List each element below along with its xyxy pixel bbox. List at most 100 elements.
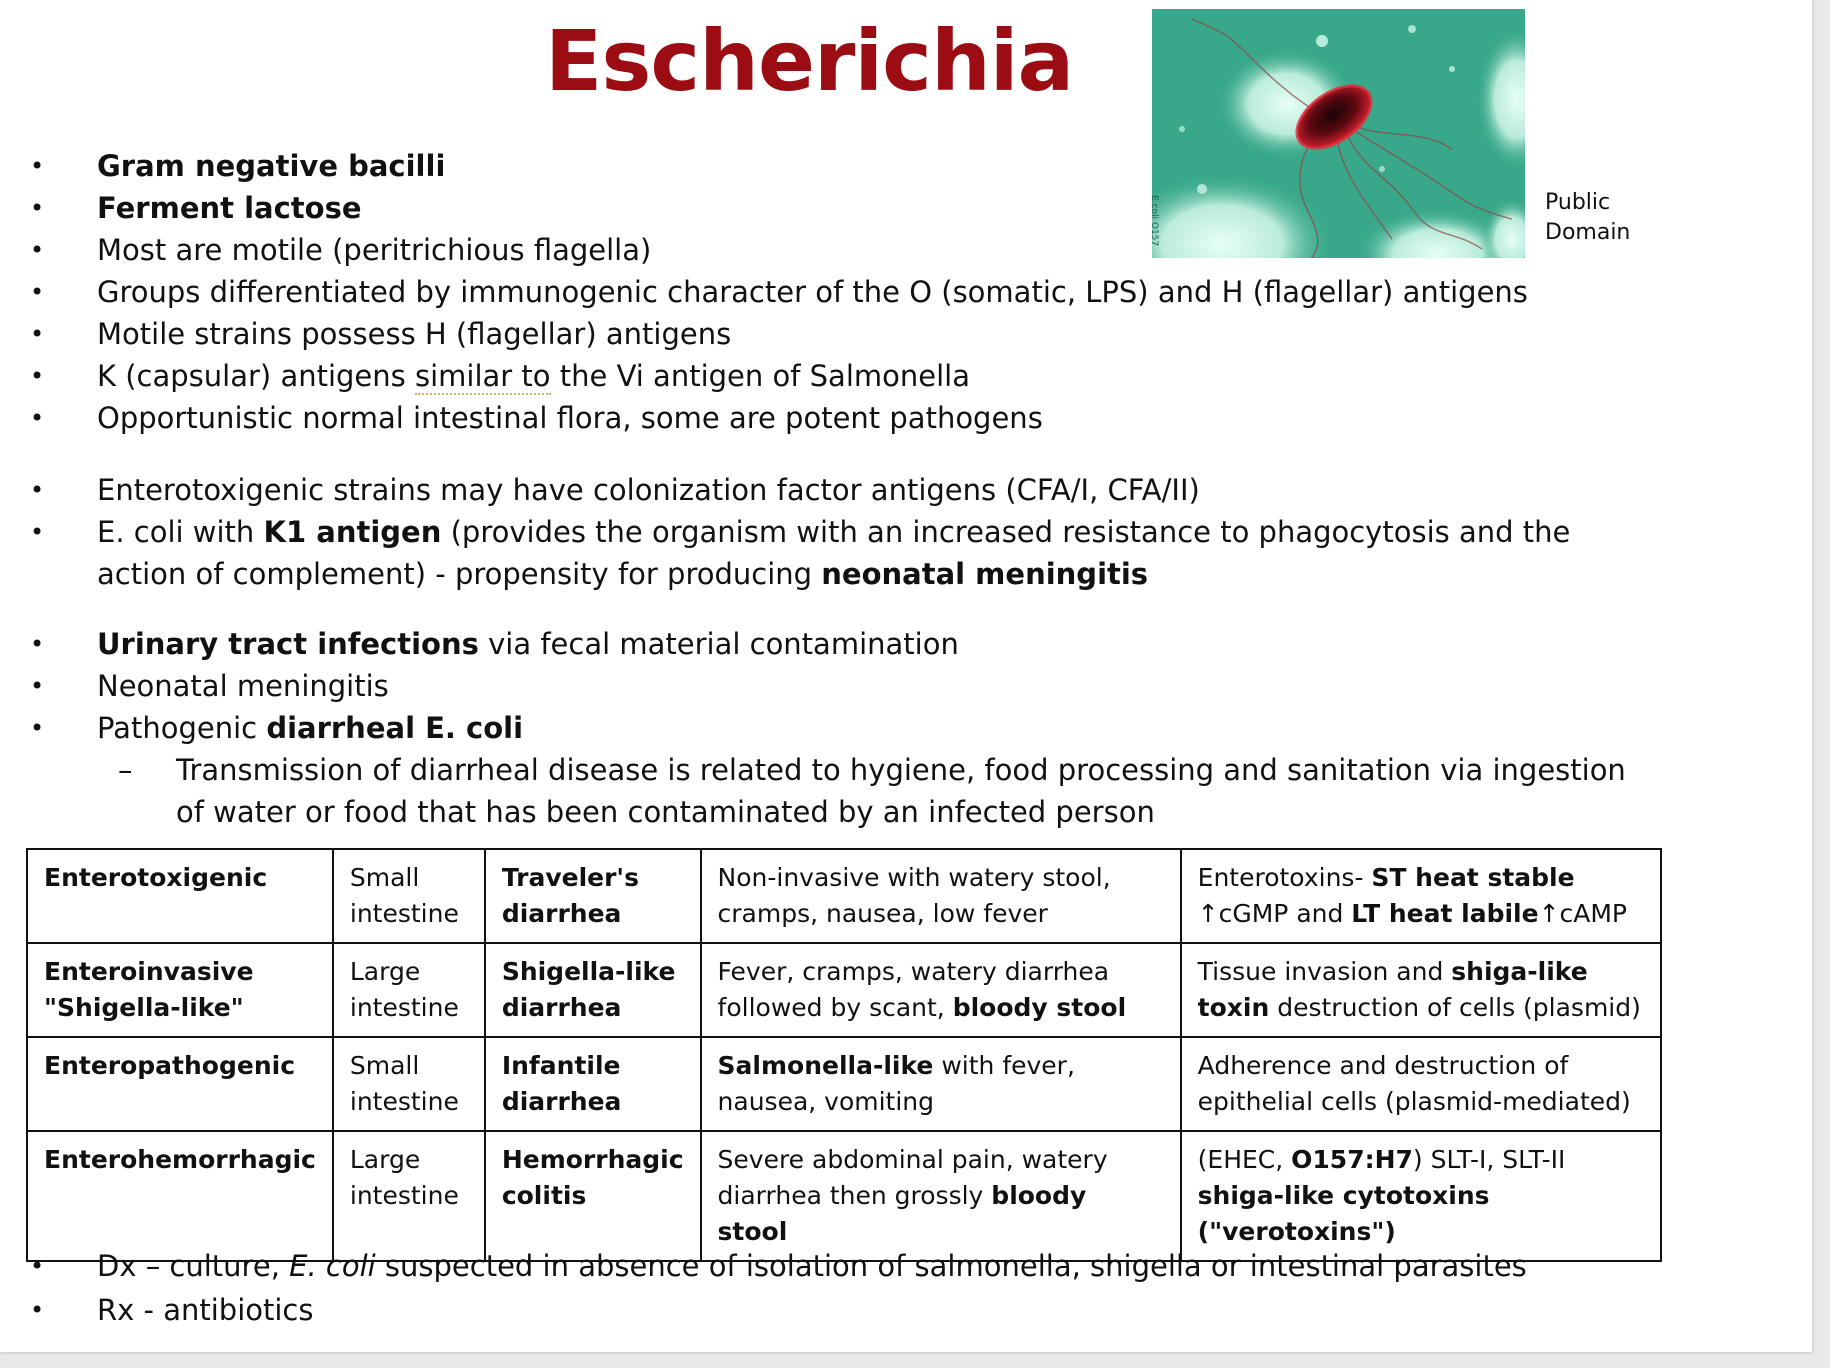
bullet-icon: • — [30, 194, 45, 222]
bullet-item: • Opportunistic normal intestinal flora, … — [0, 397, 1657, 439]
table-row: Enteroinvasive "Shigella-like" Large inte… — [26, 942, 1663, 1038]
bullet-item: • Pathogenic diarrheal E. coli — [0, 707, 1657, 749]
text-run: Pathogenic — [97, 711, 267, 745]
bullet-item: • Gram negative bacilli — [0, 145, 1657, 187]
text-run: Enterotoxigenic strains may have coloniz… — [97, 473, 1200, 507]
text-run: Opportunistic normal intestinal flora, s… — [97, 401, 1043, 435]
text-run: Enteroinvasive "Shigella-like" — [44, 957, 254, 1022]
table-cell-site: Large intestine — [331, 1130, 486, 1262]
text-run: K1 antigen — [263, 515, 442, 549]
text-run: shiga-like toxin — [1197, 957, 1588, 1022]
bullet-item: • E. coli with K1 antigen (provides the o… — [0, 511, 1657, 595]
text-run: Non-invasive with watery stool, cramps, … — [717, 863, 1111, 928]
table-cell-strain-type: Enteroinvasive "Shigella-like" — [26, 942, 334, 1038]
text-run: similar to — [414, 359, 551, 395]
text-run: K (capsular) antigens — [97, 359, 415, 393]
text-run: Adherence and destruction of epithelial … — [1197, 1051, 1631, 1116]
table-cell-mechanism: (EHEC, O157:H7) SLT-I, SLT-II shiga-like… — [1179, 1130, 1663, 1262]
text-run: (provides the organism with an increased… — [97, 515, 1571, 591]
text-run: Traveler's diarrhea — [501, 863, 639, 928]
text-run: Rx - antibiotics — [97, 1293, 314, 1327]
table-cell-mechanism: Adherence and destruction of epithelial … — [1179, 1036, 1663, 1132]
text-run: LT heat labile — [1351, 899, 1539, 928]
sub-bullet-item: – Transmission of diarrheal disease is r… — [0, 749, 1636, 833]
sub-bullet-list: – Transmission of diarrheal disease is r… — [0, 749, 1636, 833]
table-cell-mechanism: Enterotoxins- ST heat stable ↑cGMP and L… — [1179, 848, 1663, 944]
table-cell-site: Large intestine — [331, 942, 486, 1038]
bullet-icon: • — [30, 152, 45, 180]
table-cell-symptoms: Severe abdominal pain, watery diarrhea t… — [699, 1130, 1182, 1262]
photo-credit: Public Domain — [1545, 188, 1630, 248]
bullet-list-overview: • Gram negative bacilli • Ferment lactose • M… — [0, 145, 1657, 439]
text-run: neonatal meningitis — [821, 557, 1149, 591]
bullet-item: • K (capsular) antigens similar to the Vi… — [0, 355, 1657, 397]
bullet-item: • Neonatal meningitis — [0, 665, 1657, 707]
table-cell-strain-type: Enterohemorrhagic — [26, 1130, 334, 1262]
text-run: with fever, nausea, vomiting — [717, 1051, 1075, 1116]
text-run: Fever, cramps, watery diarrhea followed … — [717, 957, 1110, 1022]
svg-text:E.coli O157: E.coli O157 — [1152, 195, 1159, 246]
text-run: Motile strains possess H (flagellar) ant… — [97, 317, 732, 351]
photo-credit-line-1: Public — [1545, 190, 1611, 215]
table-cell-symptoms: Non-invasive with watery stool, cramps, … — [699, 848, 1182, 944]
slide-title: Escherichia — [545, 12, 1074, 110]
table-cell-strain-type: Enteropathogenic — [26, 1036, 334, 1132]
text-run: Most are motile (peritrichious flagella) — [97, 233, 652, 267]
text-run: bloody stool — [952, 993, 1127, 1022]
bullet-item: • Ferment lactose — [0, 187, 1657, 229]
bullet-icon: • — [30, 672, 45, 700]
text-run: E. coli with — [97, 515, 264, 549]
text-run: via fecal material contamination — [478, 627, 959, 661]
bullet-list-antigens: • Enterotoxigenic strains may have coloni… — [0, 469, 1657, 595]
text-run: ST heat stable — [1371, 863, 1575, 892]
dash-marker: – — [118, 753, 133, 787]
table-row: Enterohemorrhagic Large intestine Hemorrha… — [26, 1130, 1663, 1262]
text-run: ↑cAMP — [1538, 899, 1628, 928]
table-cell-mechanism: Tissue invasion and shiga-like toxin des… — [1179, 942, 1663, 1038]
bullet-item: • Urinary tract infections via fecal mate… — [0, 623, 1657, 665]
photo-credit-line-2: Domain — [1545, 220, 1631, 245]
text-run: destruction of cells (plasmid) — [1269, 993, 1641, 1022]
text-run: ↑cGMP and — [1197, 899, 1352, 928]
slide: Escherichia — [0, 0, 1812, 1352]
text-run: diarrheal E. coli — [266, 711, 524, 745]
text-run: E. coli — [289, 1249, 376, 1283]
bullet-icon: • — [30, 630, 45, 658]
table-cell-disease: Traveler's diarrhea — [483, 848, 702, 944]
text-run: Large intestine — [349, 957, 459, 1022]
bullet-item: • Rx - antibiotics — [0, 1288, 1657, 1332]
text-run: Urinary tract infections — [97, 627, 479, 661]
bullet-icon: • — [30, 1252, 45, 1280]
text-run: Gram negative bacilli — [97, 149, 446, 183]
text-run: Dx – culture, — [97, 1249, 290, 1283]
text-run: Small intestine — [349, 1051, 459, 1116]
text-run: Tissue invasion and — [1197, 957, 1452, 986]
table-cell-site: Small intestine — [331, 1036, 486, 1132]
text-run: the Vi antigen of Salmonella — [550, 359, 970, 393]
text-run: ) SLT-I, SLT-II — [1412, 1145, 1566, 1174]
text-run: Hemorrhagic colitis — [501, 1145, 684, 1210]
bullet-icon: • — [30, 1296, 45, 1324]
text-run: Ferment lactose — [97, 191, 362, 225]
bullet-item: • Most are motile (peritrichious flagella… — [0, 229, 1657, 271]
text-run: Groups differentiated by immunogenic cha… — [97, 275, 1528, 309]
text-run: Large intestine — [349, 1145, 459, 1210]
bullet-icon: • — [30, 362, 45, 390]
text-run: Salmonella-like — [717, 1051, 934, 1080]
bullet-icon: • — [30, 236, 45, 264]
table-row: Enterotoxigenic Small intestine Traveler's… — [26, 848, 1663, 944]
table-cell-disease: Hemorrhagic colitis — [483, 1130, 702, 1262]
text-run: Small intestine — [349, 863, 459, 928]
table-cell-symptoms: Fever, cramps, watery diarrhea followed … — [699, 942, 1182, 1038]
bullet-icon: • — [30, 714, 45, 742]
text-run: Enterotoxins- — [1197, 863, 1372, 892]
text-run: shiga-like cytotoxins ("verotoxins") — [1197, 1181, 1490, 1246]
sub-bullet-text: Transmission of diarrheal disease is rel… — [176, 753, 1626, 829]
table-cell-site: Small intestine — [331, 848, 486, 944]
diarrheal-ecoli-table: Enterotoxigenic Small intestine Traveler's… — [26, 848, 1663, 1262]
bullet-item: • Motile strains possess H (flagellar) an… — [0, 313, 1657, 355]
table-cell-disease: Shigella-like diarrhea — [483, 942, 702, 1038]
text-run: Infantile diarrhea — [501, 1051, 622, 1116]
text-run: O157:H7 — [1291, 1145, 1413, 1174]
bullet-icon: • — [30, 320, 45, 348]
